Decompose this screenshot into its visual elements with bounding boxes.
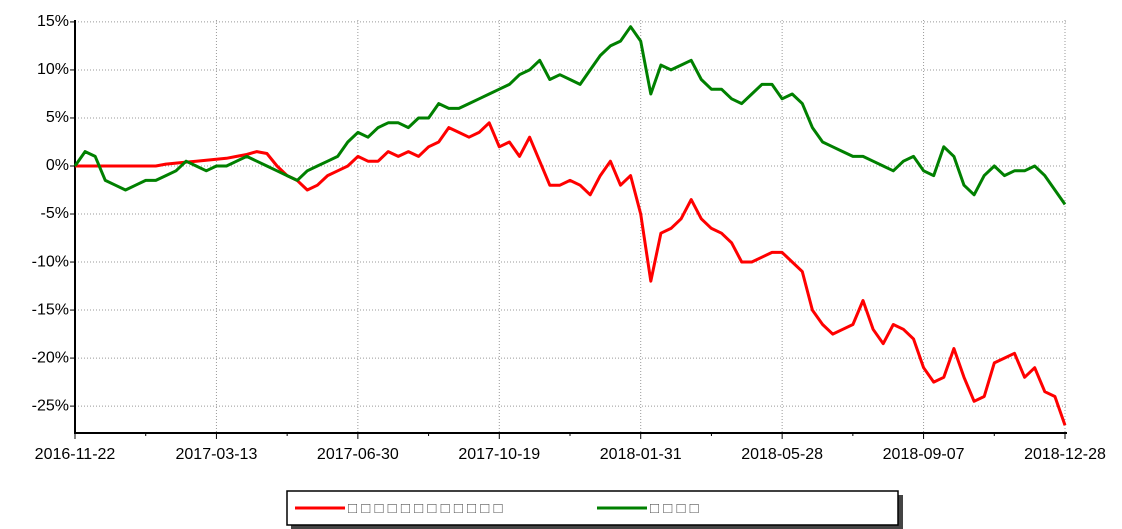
y-tick-label: -25%: [32, 397, 69, 414]
legend-label: □ □ □ □: [650, 500, 699, 517]
x-tick-label: 2017-06-30: [317, 446, 399, 463]
y-tick-label: 5%: [46, 109, 69, 126]
legend-box: [286, 490, 899, 526]
x-tick-label: 2016-11-22: [35, 446, 116, 463]
legend-label: □ □ □ □ □ □ □ □ □ □ □ □: [348, 500, 503, 517]
series-line: [73, 25, 1067, 206]
y-tick-label: -15%: [32, 301, 69, 318]
y-tick-label: 0%: [46, 157, 69, 174]
y-tick-label: -5%: [41, 205, 69, 222]
y-tick-label: -20%: [32, 349, 69, 366]
x-tick-label: 2018-05-28: [741, 446, 823, 463]
y-tick-label: -10%: [32, 253, 69, 270]
x-tick-label: 2018-01-31: [600, 446, 682, 463]
x-tick-label: 2017-03-13: [176, 446, 258, 463]
x-tick-label: 2018-12-28: [1024, 446, 1106, 463]
x-tick-label: 2017-10-19: [458, 446, 540, 463]
y-tick-label: 10%: [37, 61, 69, 78]
x-tick-label: 2018-09-07: [883, 446, 965, 463]
y-tick-label: 15%: [37, 13, 69, 30]
series-line: [75, 121, 1067, 426]
